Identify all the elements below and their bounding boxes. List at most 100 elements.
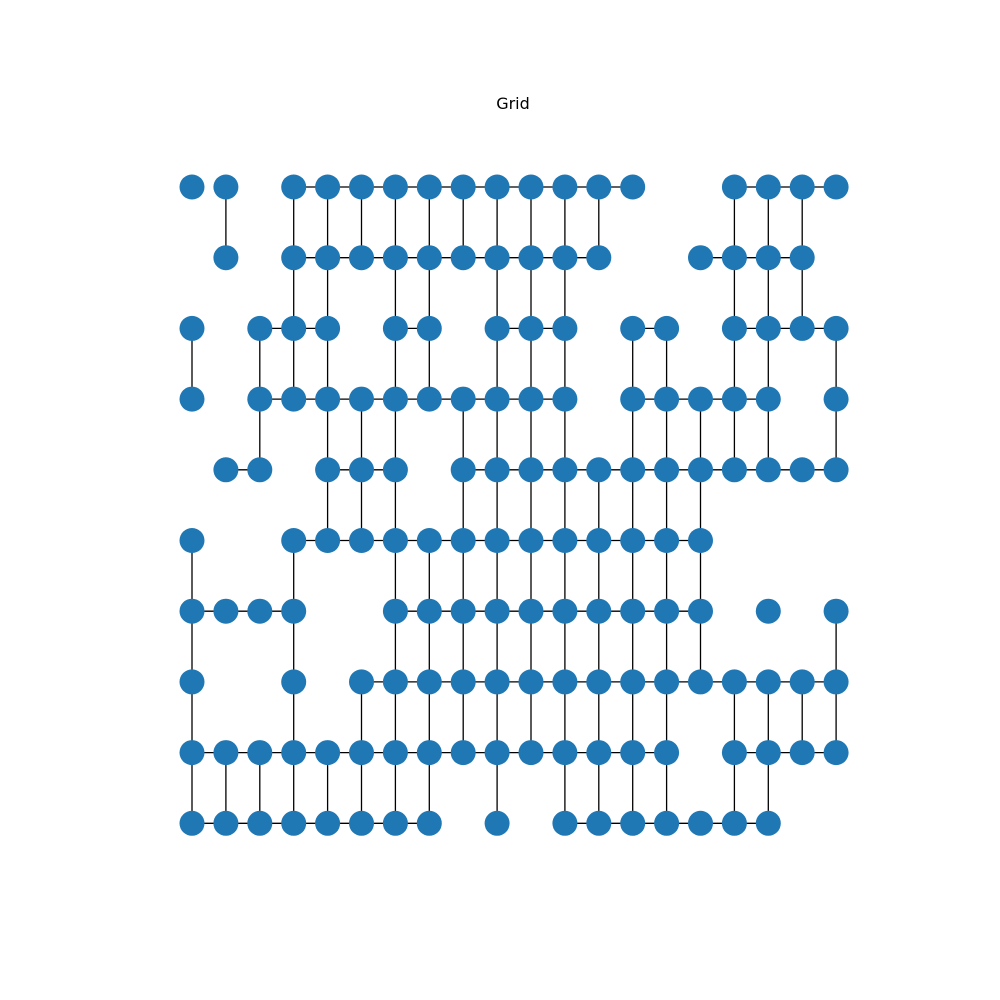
graph-node bbox=[552, 810, 578, 836]
graph-node bbox=[823, 598, 849, 624]
graph-node bbox=[416, 386, 442, 412]
graph-node bbox=[586, 598, 612, 624]
graph-node bbox=[382, 598, 408, 624]
graph-node bbox=[654, 457, 680, 483]
graph-node bbox=[315, 528, 341, 553]
graph-node bbox=[721, 174, 747, 200]
graph-node bbox=[518, 315, 544, 341]
graph-node bbox=[518, 598, 544, 624]
graph-node bbox=[518, 386, 544, 412]
graph-node bbox=[688, 245, 713, 271]
graph-node bbox=[315, 457, 341, 483]
graph-node bbox=[484, 174, 510, 200]
graph-node bbox=[789, 174, 815, 200]
graph-node bbox=[721, 315, 747, 341]
graph-node bbox=[721, 810, 747, 836]
graph-node bbox=[484, 528, 510, 553]
graph-node bbox=[281, 315, 307, 341]
graph-node bbox=[416, 740, 442, 766]
graph-node bbox=[213, 457, 239, 483]
graph-node bbox=[654, 810, 680, 836]
graph-node bbox=[620, 315, 646, 341]
graph-node bbox=[382, 315, 408, 341]
graph-node bbox=[755, 315, 781, 341]
graph-node bbox=[755, 386, 781, 412]
graph-node bbox=[552, 598, 578, 624]
graph-node bbox=[382, 245, 408, 271]
graph-node bbox=[349, 810, 374, 836]
graph-node bbox=[620, 386, 646, 412]
graph-node bbox=[552, 315, 578, 341]
graph-node bbox=[586, 174, 612, 200]
graph-node bbox=[586, 810, 612, 836]
graph-node bbox=[179, 315, 205, 341]
graph-node bbox=[281, 598, 307, 624]
graph-node bbox=[416, 669, 442, 695]
graph-node bbox=[654, 315, 680, 341]
graph-node bbox=[484, 669, 510, 695]
graph-node bbox=[179, 598, 205, 624]
graph-node bbox=[721, 669, 747, 695]
graph-node bbox=[382, 669, 408, 695]
graph-node bbox=[213, 740, 239, 766]
graph-node bbox=[484, 598, 510, 624]
graph-node bbox=[179, 528, 205, 553]
graph-node bbox=[755, 810, 781, 836]
graph-node bbox=[213, 810, 239, 836]
graph-node bbox=[654, 669, 680, 695]
graph-node bbox=[789, 245, 815, 271]
graph-node bbox=[484, 245, 510, 271]
graph-node bbox=[789, 740, 815, 766]
graph-node bbox=[823, 386, 849, 412]
graph-node bbox=[450, 386, 476, 412]
graph-node bbox=[213, 245, 239, 271]
graph-node bbox=[721, 740, 747, 766]
graph-node bbox=[688, 528, 713, 553]
graph-node bbox=[179, 669, 205, 695]
graph-node bbox=[484, 740, 510, 766]
graph-node bbox=[450, 598, 476, 624]
graph-node bbox=[450, 528, 476, 553]
graph-node bbox=[315, 315, 341, 341]
graph-node bbox=[484, 457, 510, 483]
graph-node bbox=[823, 669, 849, 695]
graph-node bbox=[755, 598, 781, 624]
graph-node bbox=[823, 457, 849, 483]
graph-node bbox=[620, 528, 646, 553]
graph-node bbox=[315, 740, 341, 766]
graph-node bbox=[349, 528, 374, 553]
graph-node bbox=[755, 740, 781, 766]
graph-node bbox=[518, 245, 544, 271]
graph-node bbox=[586, 740, 612, 766]
graph-node bbox=[315, 386, 341, 412]
graph-node bbox=[281, 740, 307, 766]
graph-node bbox=[247, 740, 273, 766]
graph-node bbox=[315, 810, 341, 836]
graph-node bbox=[755, 245, 781, 271]
graph-node bbox=[620, 810, 646, 836]
graph-node bbox=[654, 528, 680, 553]
graph-node bbox=[450, 174, 476, 200]
graph-node bbox=[552, 174, 578, 200]
graph-node bbox=[179, 174, 205, 200]
graph-node bbox=[416, 245, 442, 271]
graph-node bbox=[484, 386, 510, 412]
graph-node bbox=[518, 669, 544, 695]
graph-node bbox=[349, 740, 374, 766]
graph-node bbox=[518, 457, 544, 483]
graph-node bbox=[315, 174, 341, 200]
graph-node bbox=[586, 528, 612, 553]
graph-node bbox=[213, 598, 239, 624]
graph-node bbox=[349, 669, 374, 695]
graph-node bbox=[416, 528, 442, 553]
graph-node bbox=[552, 245, 578, 271]
graph-node bbox=[281, 669, 307, 695]
graph-node bbox=[552, 669, 578, 695]
graph-node bbox=[755, 669, 781, 695]
graph-node bbox=[552, 386, 578, 412]
graph-node bbox=[247, 386, 273, 412]
graph-node bbox=[416, 598, 442, 624]
graph-node bbox=[382, 457, 408, 483]
graph-node bbox=[721, 457, 747, 483]
